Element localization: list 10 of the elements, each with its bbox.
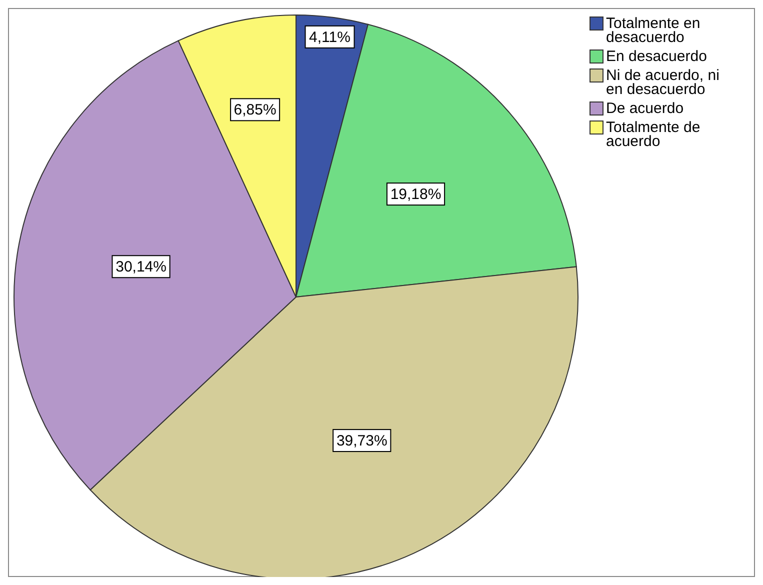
- legend-label: De acuerdo: [606, 100, 684, 117]
- data-label: 19,18%: [390, 186, 442, 204]
- legend-label: En desacuerdo: [606, 48, 707, 65]
- data-label: 4,11%: [309, 28, 350, 46]
- data-label: 6,85%: [234, 102, 276, 119]
- data-label: 39,73%: [336, 432, 388, 450]
- legend-label: Totalmente en desacuerdo: [606, 15, 700, 46]
- legend-label: Totalmente de acuerdo: [606, 119, 700, 150]
- data-label: 30,14%: [116, 258, 166, 276]
- legend-label: Ni de acuerdo, ni en desacuerdo: [606, 67, 720, 98]
